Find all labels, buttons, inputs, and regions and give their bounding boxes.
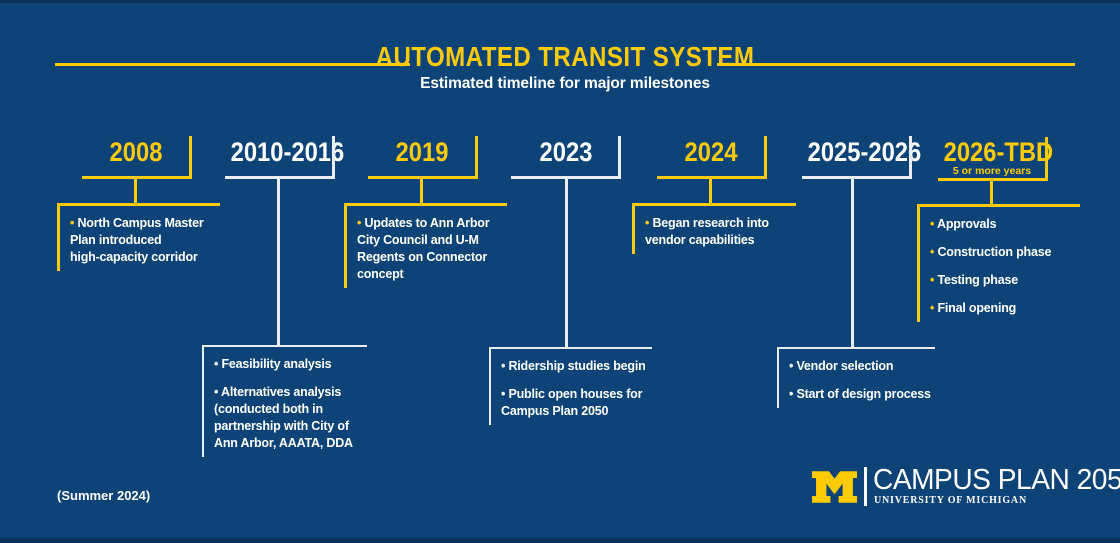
logo-institution: UNIVERSITY OF MICHIGAN xyxy=(874,495,1027,506)
bullet-item: North Campus Master Plan introduced high… xyxy=(70,215,220,266)
title-rule-right xyxy=(717,63,1075,66)
year-label: 2024 xyxy=(684,137,738,167)
timeline-underline xyxy=(368,176,478,179)
timeline-underline xyxy=(657,176,767,179)
timeline-tick xyxy=(618,136,621,179)
bullet-item: Updates to Ann Arbor City Council and U-… xyxy=(357,215,507,283)
bullet-item: Start of design process xyxy=(789,386,935,403)
year-label: 2023 xyxy=(539,137,593,167)
bullet-item: Vendor selection xyxy=(789,358,935,375)
bullet-item: Approvals xyxy=(930,216,1080,233)
connector-line xyxy=(990,181,993,204)
bullet-item: Construction phase xyxy=(930,244,1080,261)
year-label: 2019 xyxy=(395,137,449,167)
timeline-tick xyxy=(764,136,767,179)
milestone-details: North Campus Master Plan introduced high… xyxy=(57,203,220,271)
connector-line xyxy=(709,179,712,204)
timeline-tick xyxy=(1045,137,1048,181)
timeline-underline xyxy=(82,176,192,179)
timeline-tick xyxy=(475,136,478,179)
page-title: AUTOMATED TRANSIT SYSTEM xyxy=(375,41,755,72)
year-sublabel: 5 or more years xyxy=(952,165,1032,177)
milestone-details: Vendor selection Start of design process xyxy=(777,347,935,408)
milestone-details: Updates to Ann Arbor City Council and U-… xyxy=(344,203,507,288)
bullet-item: Final opening xyxy=(930,300,1080,317)
connector-line xyxy=(565,179,568,347)
bullet-item: Testing phase xyxy=(930,272,1080,289)
footnote-date: (Summer 2024) xyxy=(57,488,151,503)
bullet-item: Public open houses for Campus Plan 2050 xyxy=(501,386,652,420)
timeline-tick xyxy=(189,136,192,179)
bullet-item: Alternatives analysis (conducted both in… xyxy=(214,384,367,452)
block-m-icon xyxy=(812,471,857,503)
page-subtitle: Estimated timeline for major milestones xyxy=(420,75,710,92)
timeline-tick xyxy=(909,136,912,179)
timeline-underline xyxy=(511,176,621,179)
bullet-item: Feasibility analysis xyxy=(214,356,367,373)
connector-line xyxy=(277,179,280,347)
bullet-item: Ridership studies begin xyxy=(501,358,652,375)
bullet-item: Began research into vendor capabilities xyxy=(645,215,796,249)
year-label: 2025-2026 xyxy=(807,137,922,167)
logo-divider xyxy=(864,467,867,506)
year-label: 2008 xyxy=(109,137,163,167)
timeline-underline xyxy=(225,176,335,179)
milestone-details: Ridership studies begin Public open hous… xyxy=(489,347,652,425)
timeline-underline xyxy=(938,178,1048,181)
year-label: 2026-TBD xyxy=(943,137,1054,167)
milestone-details: Feasibility analysis Alternatives analys… xyxy=(202,345,367,457)
title-rule-left xyxy=(55,63,410,66)
year-label: 2010-2016 xyxy=(230,137,345,167)
connector-line xyxy=(851,179,854,347)
timeline-underline xyxy=(802,176,912,179)
milestone-details: Began research into vendor capabilities xyxy=(632,203,796,254)
connector-line xyxy=(420,179,423,204)
milestone-details: Approvals Construction phase Testing pha… xyxy=(917,204,1080,322)
logo-title: CAMPUS PLAN 2050 xyxy=(873,464,1120,496)
connector-line xyxy=(134,179,137,204)
timeline-tick xyxy=(332,136,335,179)
